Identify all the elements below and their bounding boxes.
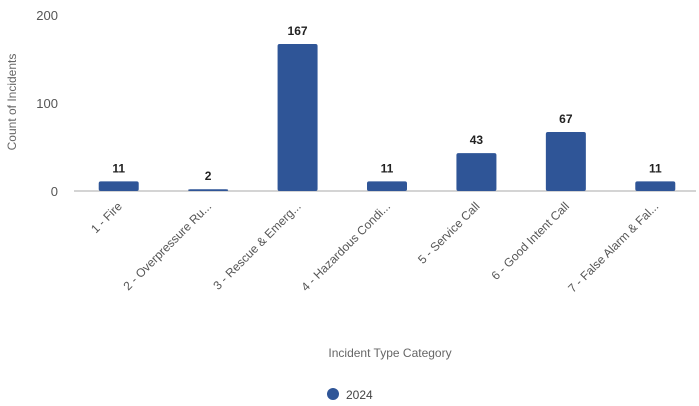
bar[interactable] xyxy=(545,132,586,191)
legend: 2024 xyxy=(327,388,373,402)
legend-swatch xyxy=(327,388,339,400)
bar[interactable] xyxy=(277,44,318,191)
y-tick-label: 200 xyxy=(36,8,58,23)
x-tick-label: 3 - Rescue & Emerg... xyxy=(210,199,303,292)
data-label: 43 xyxy=(470,133,484,147)
data-label: 11 xyxy=(381,161,394,175)
y-axis-title: Count of Incidents xyxy=(5,54,19,151)
data-labels: 11 2 167 11 43 67 11 xyxy=(112,24,662,183)
bar[interactable] xyxy=(635,181,676,191)
bar[interactable] xyxy=(188,189,229,191)
legend-label: 2024 xyxy=(346,388,373,402)
x-tick-label: 7 - False Alarm & Fal... xyxy=(565,199,661,295)
bar[interactable] xyxy=(98,181,139,191)
x-tick-label: 6 - Good Intent Call xyxy=(488,199,571,282)
data-label: 67 xyxy=(559,112,573,126)
data-label: 2 xyxy=(205,169,212,183)
bar[interactable] xyxy=(367,181,407,191)
y-axis-ticks: 0 100 200 xyxy=(36,8,58,199)
bars xyxy=(98,44,676,191)
x-tick-label: 2 - Overpressure Ru... xyxy=(120,199,214,293)
data-label: 11 xyxy=(112,161,125,175)
y-tick-label: 0 xyxy=(51,184,58,199)
x-tick-label: 1 - Fire xyxy=(88,199,125,236)
x-axis-title: Incident Type Category xyxy=(328,346,451,360)
y-tick-label: 100 xyxy=(36,96,58,111)
x-tick-label: 4 - Hazardous Condi... xyxy=(298,199,393,294)
data-label: 11 xyxy=(649,161,662,175)
data-label: 167 xyxy=(288,24,308,38)
bar[interactable] xyxy=(456,153,497,191)
x-tick-label: 5 - Service Call xyxy=(415,199,482,266)
